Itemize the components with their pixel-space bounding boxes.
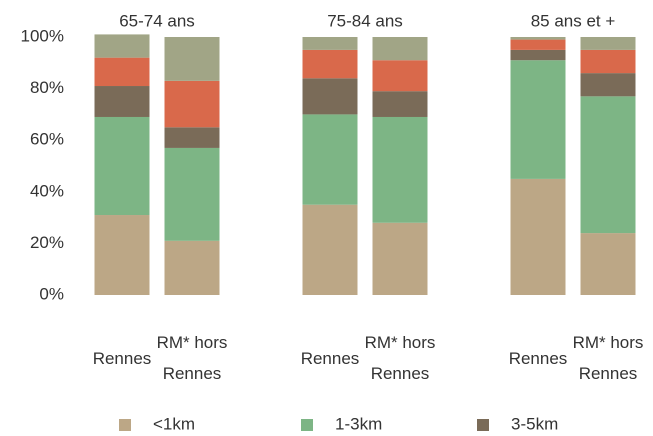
y-tick-label: 60% — [30, 130, 64, 149]
legend-label: 1-3km — [335, 414, 382, 433]
bar-segment — [94, 86, 150, 117]
bar-segment — [302, 204, 358, 295]
bar-segment — [510, 37, 566, 40]
bar-segment — [372, 91, 428, 117]
y-tick-label: 100% — [21, 26, 64, 45]
legend-label: 3-5km — [511, 414, 558, 433]
bar-segment — [510, 178, 566, 295]
bar-segment — [302, 37, 358, 50]
bar-segment — [164, 37, 220, 81]
bar-segment — [94, 34, 150, 58]
bar-segment — [372, 37, 428, 61]
bar-segment — [164, 127, 220, 148]
bar-segment — [164, 147, 220, 241]
bar-segment — [302, 78, 358, 115]
x-tick-label: Rennes — [300, 348, 360, 368]
bar-segment — [372, 116, 428, 223]
bar-segment — [94, 57, 150, 87]
x-tick-label: RM* hors Rennes — [572, 333, 644, 383]
x-tick-label: RM* hors Rennes — [156, 333, 228, 383]
bar-segment — [94, 215, 150, 295]
legend-label: <1km — [153, 414, 195, 433]
group-label: 75-84 ans — [327, 11, 403, 30]
bar-segment — [510, 60, 566, 179]
bar-segment — [580, 73, 636, 97]
legend-swatch — [301, 419, 313, 431]
x-tick-label: Rennes — [92, 348, 152, 368]
bar-segment — [372, 222, 428, 295]
bar-segment — [164, 240, 220, 295]
y-tick-label: 0% — [39, 284, 64, 303]
bar-segment — [302, 114, 358, 205]
bar-segment — [580, 49, 636, 74]
bar-segment — [580, 96, 636, 234]
x-tick-label: RM* hors Rennes — [364, 333, 436, 383]
x-tick-label: Rennes — [508, 348, 568, 368]
bar-segment — [302, 49, 358, 79]
bar-segment — [580, 233, 636, 295]
bar-segment — [510, 49, 566, 61]
bar-segment — [94, 116, 150, 216]
y-tick-label: 40% — [30, 181, 64, 200]
legend-swatch — [477, 419, 489, 431]
group-label: 85 ans et + — [531, 11, 616, 30]
bar-segment — [510, 39, 566, 50]
group-label: 65-74 ans — [119, 11, 195, 30]
y-tick-label: 20% — [30, 233, 64, 252]
bar-segment — [164, 80, 220, 128]
bar-segment — [372, 60, 428, 92]
legend-swatch — [119, 419, 131, 431]
bar-segment — [580, 37, 636, 50]
y-tick-label: 80% — [30, 78, 64, 97]
